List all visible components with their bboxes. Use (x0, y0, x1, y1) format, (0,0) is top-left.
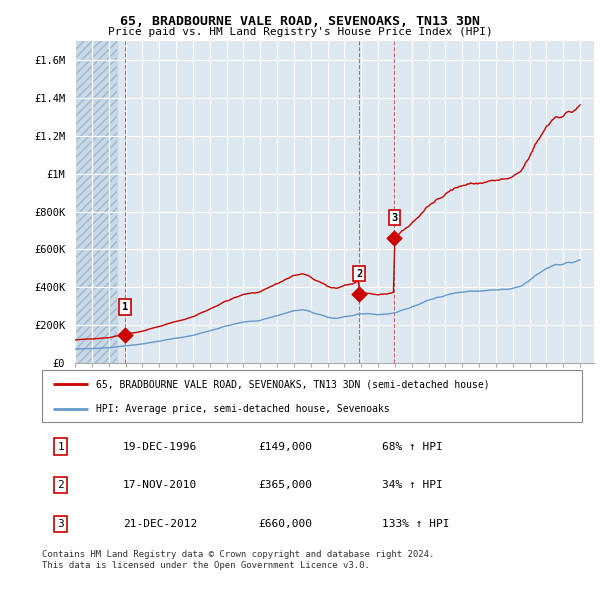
Text: 3: 3 (58, 519, 64, 529)
Text: 17-NOV-2010: 17-NOV-2010 (123, 480, 197, 490)
Text: 65, BRADBOURNE VALE ROAD, SEVENOAKS, TN13 3DN (semi-detached house): 65, BRADBOURNE VALE ROAD, SEVENOAKS, TN1… (96, 379, 490, 389)
Text: 21-DEC-2012: 21-DEC-2012 (123, 519, 197, 529)
Bar (75, 41, 117, 363)
Text: 65, BRADBOURNE VALE ROAD, SEVENOAKS, TN13 3DN: 65, BRADBOURNE VALE ROAD, SEVENOAKS, TN1… (120, 15, 480, 28)
Text: £365,000: £365,000 (258, 480, 312, 490)
Text: 68% ↑ HPI: 68% ↑ HPI (382, 441, 443, 451)
Point (355, 289, 364, 299)
Text: 2: 2 (58, 480, 64, 490)
Text: Contains HM Land Registry data © Crown copyright and database right 2024.: Contains HM Land Registry data © Crown c… (42, 550, 434, 559)
Text: 133% ↑ HPI: 133% ↑ HPI (382, 519, 450, 529)
Text: 19-DEC-1996: 19-DEC-1996 (123, 441, 197, 451)
Text: 3: 3 (391, 213, 397, 223)
Text: 1: 1 (122, 302, 128, 312)
Text: £660,000: £660,000 (258, 519, 312, 529)
Text: £149,000: £149,000 (258, 441, 312, 451)
Text: This data is licensed under the Open Government Licence v3.0.: This data is licensed under the Open Gov… (42, 560, 370, 569)
Bar (75, 41, 117, 363)
FancyBboxPatch shape (42, 370, 582, 422)
Point (389, 233, 399, 242)
Text: Price paid vs. HM Land Registry's House Price Index (HPI): Price paid vs. HM Land Registry's House … (107, 27, 493, 37)
Point (120, 330, 130, 339)
Text: 34% ↑ HPI: 34% ↑ HPI (382, 480, 443, 490)
Text: 1: 1 (58, 441, 64, 451)
Text: HPI: Average price, semi-detached house, Sevenoaks: HPI: Average price, semi-detached house,… (96, 404, 390, 414)
Text: 2: 2 (356, 268, 362, 278)
